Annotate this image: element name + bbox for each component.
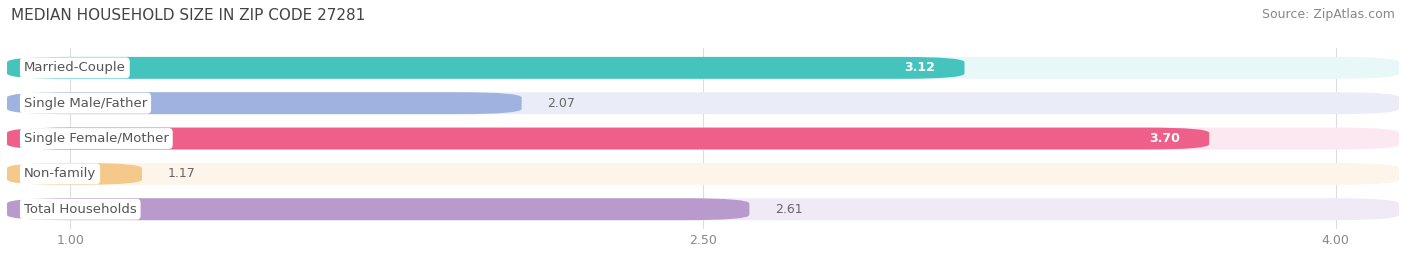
FancyBboxPatch shape	[7, 92, 522, 114]
Text: 3.12: 3.12	[904, 61, 935, 74]
FancyBboxPatch shape	[7, 198, 749, 220]
FancyBboxPatch shape	[7, 128, 1399, 150]
Text: 2.07: 2.07	[547, 97, 575, 110]
Text: 3.70: 3.70	[1149, 132, 1180, 145]
Text: Total Households: Total Households	[24, 203, 136, 216]
Text: 2.61: 2.61	[775, 203, 803, 216]
Text: Married-Couple: Married-Couple	[24, 61, 125, 74]
Text: Single Female/Mother: Single Female/Mother	[24, 132, 169, 145]
Text: MEDIAN HOUSEHOLD SIZE IN ZIP CODE 27281: MEDIAN HOUSEHOLD SIZE IN ZIP CODE 27281	[11, 8, 366, 23]
FancyBboxPatch shape	[7, 92, 1399, 114]
FancyBboxPatch shape	[7, 198, 1399, 220]
Text: Non-family: Non-family	[24, 167, 96, 180]
FancyBboxPatch shape	[7, 57, 965, 79]
FancyBboxPatch shape	[7, 163, 1399, 185]
Text: Source: ZipAtlas.com: Source: ZipAtlas.com	[1261, 8, 1395, 21]
Text: Single Male/Father: Single Male/Father	[24, 97, 148, 110]
FancyBboxPatch shape	[7, 163, 142, 185]
Text: 1.17: 1.17	[167, 167, 195, 180]
FancyBboxPatch shape	[7, 57, 1399, 79]
FancyBboxPatch shape	[7, 128, 1209, 150]
